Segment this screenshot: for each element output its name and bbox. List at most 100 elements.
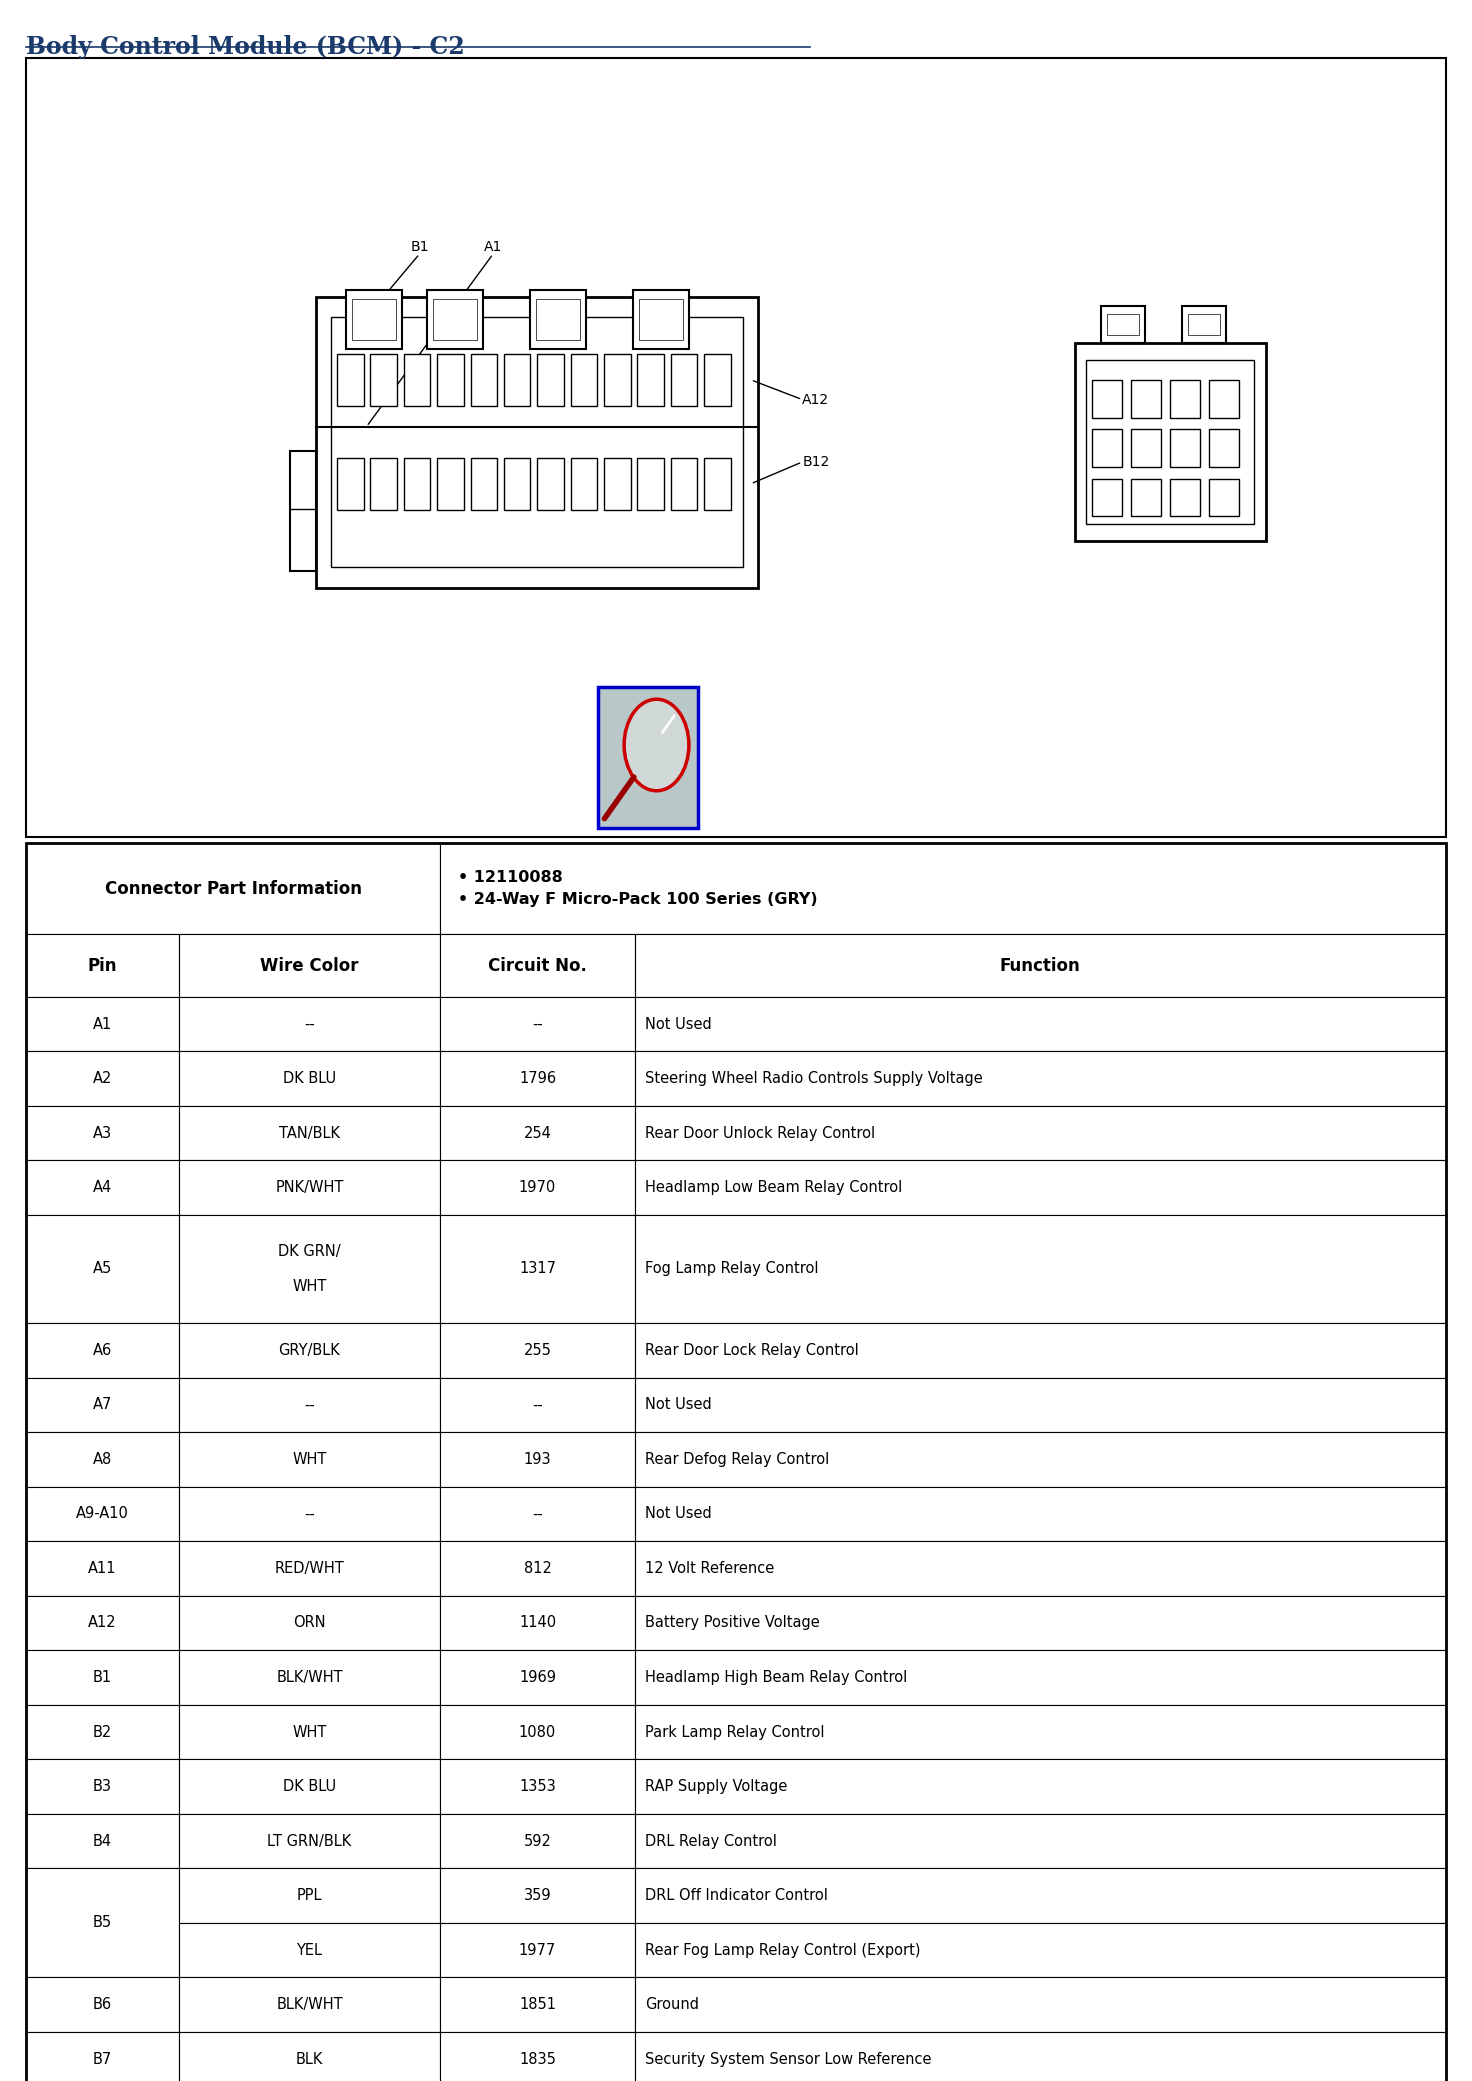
Bar <box>633 289 689 348</box>
Text: B4: B4 <box>93 1833 112 1848</box>
Bar <box>634 1051 1446 1105</box>
Bar <box>1101 306 1145 343</box>
Bar <box>178 1432 440 1486</box>
Text: B1: B1 <box>411 239 428 254</box>
Text: DK GRN/

WHT: DK GRN/ WHT <box>278 1244 340 1294</box>
Text: 1969: 1969 <box>520 1669 556 1686</box>
Text: B1: B1 <box>93 1669 112 1686</box>
Bar <box>440 1815 634 1869</box>
Bar <box>178 1923 440 1977</box>
Text: 1796: 1796 <box>520 1072 556 1086</box>
Text: 359: 359 <box>524 1887 552 1904</box>
Bar <box>634 1542 1446 1596</box>
Text: WHT: WHT <box>293 1725 327 1740</box>
Text: 1317: 1317 <box>520 1261 556 1276</box>
Text: A4: A4 <box>93 1180 112 1194</box>
Bar <box>1092 429 1122 466</box>
Text: --: -- <box>533 1396 543 1413</box>
Bar <box>26 934 178 997</box>
Text: A1: A1 <box>484 239 502 254</box>
Text: A12: A12 <box>88 1615 116 1632</box>
Text: A8: A8 <box>93 1453 112 1467</box>
Bar <box>440 1758 634 1815</box>
Bar <box>26 1051 178 1105</box>
Bar <box>440 1923 634 1977</box>
Text: Not Used: Not Used <box>645 1016 711 1032</box>
Text: Security System Sensor Low Reference: Security System Sensor Low Reference <box>645 2052 932 2066</box>
Bar <box>440 1704 634 1758</box>
Bar <box>637 354 664 406</box>
Text: 193: 193 <box>524 1453 552 1467</box>
Bar <box>1210 381 1239 418</box>
Bar <box>1182 306 1226 343</box>
Text: A5: A5 <box>93 1261 112 1276</box>
Bar <box>503 458 530 510</box>
Bar <box>440 1977 634 2031</box>
Text: Connector Part Information: Connector Part Information <box>105 880 362 897</box>
Bar <box>440 1051 634 1105</box>
Text: PPL: PPL <box>297 1887 322 1904</box>
Bar <box>1130 429 1160 466</box>
Bar <box>634 1324 1446 1378</box>
Text: Rear Defog Relay Control: Rear Defog Relay Control <box>645 1453 829 1467</box>
Text: DK BLU: DK BLU <box>283 1779 336 1794</box>
Bar <box>26 997 178 1051</box>
Bar <box>427 289 483 348</box>
Bar <box>26 843 1446 2081</box>
Bar <box>178 1324 440 1378</box>
Bar <box>471 354 498 406</box>
Bar <box>637 458 664 510</box>
Bar <box>1130 381 1160 418</box>
Text: WHT: WHT <box>293 1453 327 1467</box>
Bar <box>634 1161 1446 1215</box>
Bar <box>634 997 1446 1051</box>
Bar <box>26 1596 178 1650</box>
Bar <box>178 1650 440 1704</box>
Text: Wire Color: Wire Color <box>261 957 359 974</box>
Bar <box>634 1815 1446 1869</box>
Bar <box>26 1758 178 1815</box>
Bar <box>1170 381 1200 418</box>
Bar <box>634 1869 1446 1923</box>
Bar <box>178 1596 440 1650</box>
Bar <box>1188 314 1220 335</box>
Text: A7: A7 <box>93 1396 112 1413</box>
Text: RAP Supply Voltage: RAP Supply Voltage <box>645 1779 788 1794</box>
Text: 1353: 1353 <box>520 1779 556 1794</box>
Text: Rear Fog Lamp Relay Control (Export): Rear Fog Lamp Relay Control (Export) <box>645 1942 920 1958</box>
Text: A1: A1 <box>93 1016 112 1032</box>
Text: A3: A3 <box>93 1126 112 1140</box>
Text: B7: B7 <box>93 2052 112 2066</box>
Text: Pin: Pin <box>88 957 118 974</box>
Text: Not Used: Not Used <box>645 1396 711 1413</box>
Bar <box>671 458 698 510</box>
Bar <box>26 1161 178 1215</box>
Bar <box>440 843 1446 934</box>
Bar <box>634 1650 1446 1704</box>
Text: Fog Lamp Relay Control: Fog Lamp Relay Control <box>645 1261 818 1276</box>
Text: Headlamp Low Beam Relay Control: Headlamp Low Beam Relay Control <box>645 1180 902 1194</box>
Bar <box>634 1486 1446 1542</box>
Text: 812: 812 <box>524 1561 552 1575</box>
Bar <box>178 1161 440 1215</box>
Bar <box>26 1378 178 1432</box>
Bar <box>26 1542 178 1596</box>
Bar <box>671 354 698 406</box>
Bar <box>1210 429 1239 466</box>
Bar <box>26 1869 178 1977</box>
Text: ORN: ORN <box>293 1615 325 1632</box>
Circle shape <box>624 699 689 791</box>
Bar <box>440 1215 634 1324</box>
Text: Battery Positive Voltage: Battery Positive Voltage <box>645 1615 820 1632</box>
Bar <box>604 458 630 510</box>
Text: 1851: 1851 <box>520 1998 556 2012</box>
Text: Function: Function <box>999 957 1080 974</box>
Text: PNK/WHT: PNK/WHT <box>275 1180 343 1194</box>
Text: 1977: 1977 <box>520 1942 556 1958</box>
Text: B3: B3 <box>93 1779 112 1794</box>
Bar <box>1130 479 1160 516</box>
Bar <box>178 1869 440 1923</box>
Bar <box>440 1161 634 1215</box>
Text: B12: B12 <box>802 456 830 468</box>
Bar <box>536 298 580 339</box>
